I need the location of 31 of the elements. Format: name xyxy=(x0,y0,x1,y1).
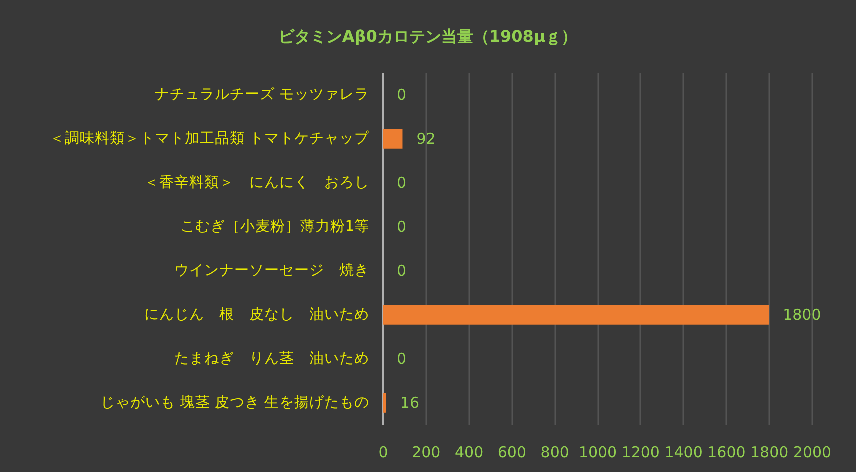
data-label: 1800 xyxy=(783,306,822,324)
data-label: 0 xyxy=(397,262,407,280)
x-tick-label: 1400 xyxy=(664,444,703,462)
x-tick-label: 1600 xyxy=(708,444,746,462)
x-tick-label: 2000 xyxy=(793,444,832,462)
chart-title: ビタミンAβ0カロテン当量（1908μｇ） xyxy=(278,27,578,46)
data-label: 92 xyxy=(416,130,436,148)
data-label: 0 xyxy=(397,174,407,192)
y-tick-label: ウインナーソーセージ 焼き xyxy=(174,262,370,279)
bar xyxy=(383,305,770,325)
x-tick-label: 1000 xyxy=(578,444,618,462)
x-tick-label: 1200 xyxy=(622,444,660,462)
y-tick-label: じゃがいも 塊茎 皮つき 生を揚げたもの xyxy=(100,394,370,411)
data-label: 0 xyxy=(397,86,407,104)
bar xyxy=(383,393,386,413)
x-tick-label: 0 xyxy=(378,444,388,462)
x-tick-label: 1800 xyxy=(750,444,789,462)
data-label: 0 xyxy=(397,218,407,236)
y-tick-label: たまねぎ りん茎 油いため xyxy=(174,350,370,367)
y-tick-label: にんじん 根 皮なし 油いため xyxy=(144,306,370,323)
x-tick-label: 400 xyxy=(454,444,484,462)
data-label: 16 xyxy=(400,394,420,412)
x-tick-label: 600 xyxy=(498,444,527,462)
x-tick-label: 200 xyxy=(412,444,441,462)
y-tick-label: こむぎ［小麦粉］薄力粉1等 xyxy=(180,218,370,235)
y-tick-label: ＜香辛料類＞ にんにく おろし xyxy=(144,174,370,191)
y-tick-label: ＜調味料類＞トマト加工品類 トマトケチャップ xyxy=(50,130,370,147)
x-tick-label: 800 xyxy=(540,444,570,462)
y-tick-label: ナチュラルチーズ モッツァレラ xyxy=(154,86,370,103)
data-label: 0 xyxy=(397,350,407,368)
bar xyxy=(383,129,403,149)
